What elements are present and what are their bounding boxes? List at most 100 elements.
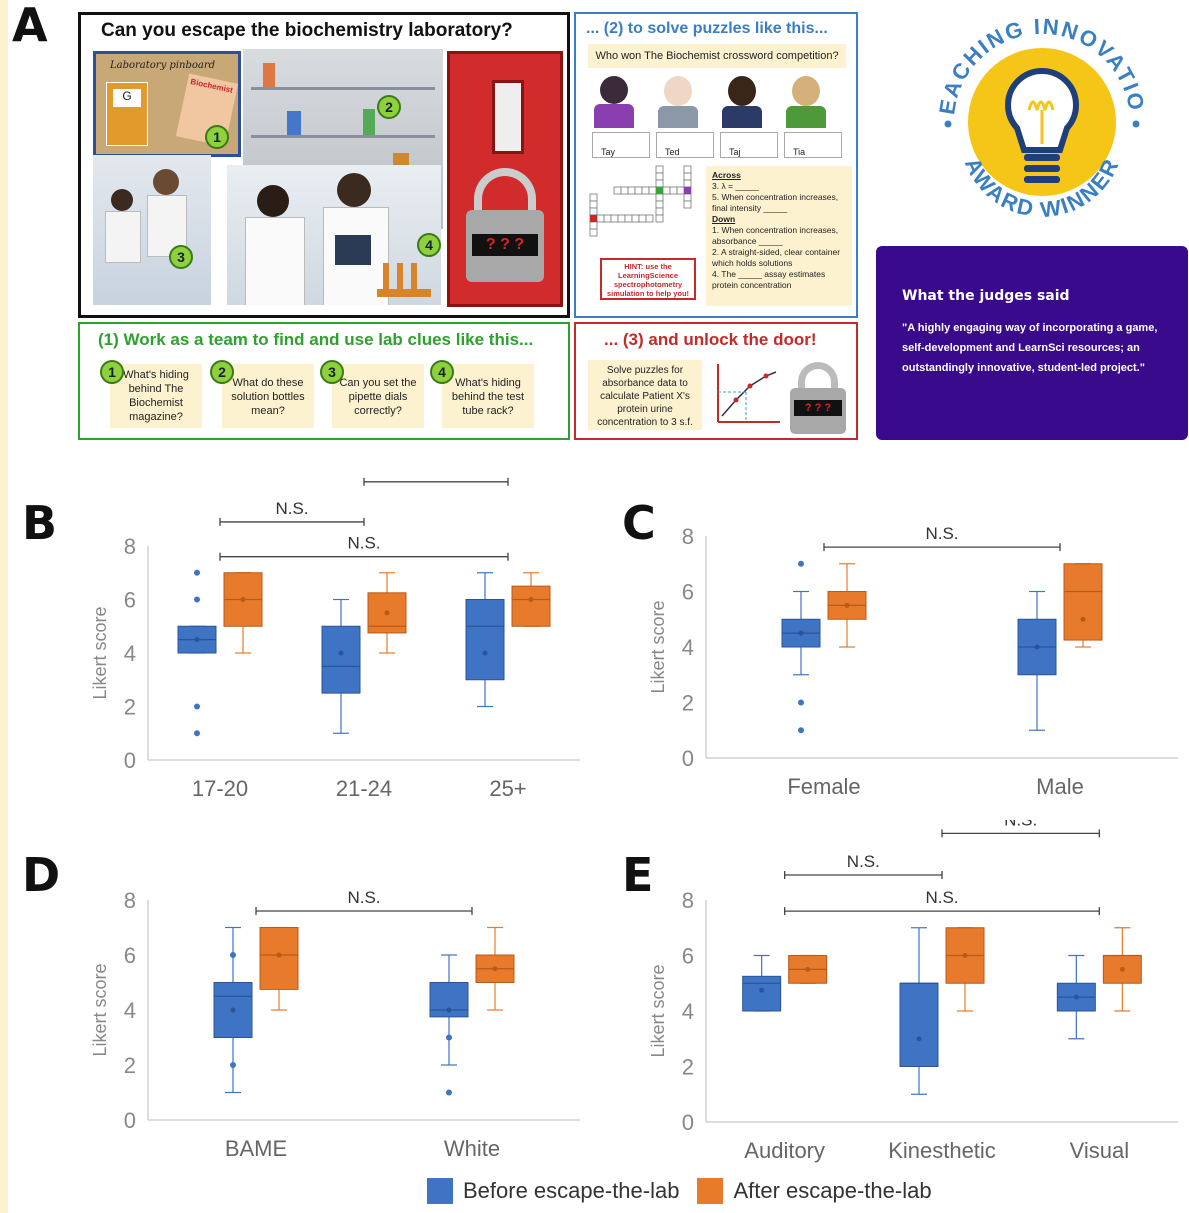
chart-age: 0 2 4 6 8 Likert score 17-20 21-24 25+ N.S. N.S. [90,477,580,801]
x-tick-label: Kinesthetic [888,1138,996,1163]
x-tick-label: Auditory [744,1138,825,1163]
lab-scene-title: Can you escape the biochemistry laborato… [101,20,513,41]
y-tick-label: 2 [124,1053,136,1078]
padlock-icon[interactable]: ? ? ? [790,388,846,434]
test-tube-rack [377,259,431,301]
pinned-card-letter: G [113,89,141,107]
clues-across-heading: Across [712,170,741,180]
crossword-clues: Across 3. λ = _____ 5. When concentratio… [706,166,852,306]
pinboard-image: Laboratory pinboard G Biochemist [93,51,241,157]
crossword-question: Who won The Biochemist crossword competi… [588,44,846,68]
panel-letter-a: A [12,0,48,52]
y-axis-label: Likert score [648,964,668,1057]
clue-card-1-number: 1 [100,360,124,384]
left-accent-strip [0,0,8,1213]
chart-gender: 0 2 4 6 8 Likert score Female Male N.S. [648,524,1178,799]
legend-before-label: Before escape-the-lab [463,1178,680,1203]
outlier-point [194,596,200,603]
y-tick-label: 4 [124,998,136,1023]
box-mean-point [1119,966,1125,972]
y-tick-label: 4 [682,635,694,660]
lab-scene-frame: Can you escape the biochemistry laborato… [78,12,570,318]
clue-card-2: What do these solution bottles mean? [222,364,314,428]
significance-label: N.S. [925,888,958,907]
clue-marker-1[interactable]: 1 [205,125,229,149]
y-tick-label: 2 [124,695,136,720]
x-tick-label: Female [787,774,860,799]
box-mean-point [798,630,804,636]
clue-across-3: 3. λ = _____ [712,181,760,191]
box-iqr [259,927,299,990]
y-tick-label: 0 [682,1110,694,1135]
significance-label: N.S. [347,534,380,553]
y-tick-label: 8 [682,524,694,549]
outlier-point [194,730,200,737]
door-lock-code[interactable]: ? ? ? [472,234,538,256]
clue-marker-3[interactable]: 3 [169,245,193,269]
y-tick-label: 6 [124,588,136,613]
y-axis-label: Likert score [90,606,110,699]
y-tick-label: 4 [682,999,694,1024]
students-pipetting-image [93,155,211,305]
clue-down-4: 4. The _____ assay estimates protein con… [712,269,826,290]
box-mean-point [240,597,246,602]
padlock-code: ? ? ? [794,400,842,416]
significance-label: N.S. [275,499,308,518]
box-iqr [742,975,782,1012]
box-mean-point [759,987,765,993]
y-tick-label: 2 [682,691,694,716]
x-tick-label: 21-24 [336,776,392,801]
name-card-taj: Taj [720,132,778,158]
legend-before-swatch [427,1178,453,1204]
outlier-point [916,1008,922,1014]
box-iqr [1063,563,1103,641]
clue-card-3-number: 3 [320,360,344,384]
chart-learning-style: 0 2 4 6 8 Likert score Auditory Kinesthetic Visu… [648,820,1178,1163]
name-card-tia: Tia [784,132,842,158]
unlock-instructions: Solve puzzles for absorbance data to cal… [588,360,702,430]
panel-letter-d: D [22,848,61,902]
y-tick-label: 6 [124,943,136,968]
box-mean-point [338,650,344,656]
box-iqr [321,625,361,694]
name-card-ted: Ted [656,132,714,158]
outlier-point [798,727,804,734]
outlier-point [338,676,344,683]
clue-card-1: What's hiding behind The Biochemist maga… [110,364,202,428]
y-tick-label: 0 [682,746,694,771]
two-scientists-image [227,165,441,305]
y-tick-label: 0 [124,1108,136,1133]
clue-marker-2[interactable]: 2 [377,95,401,119]
clue-marker-4[interactable]: 4 [417,233,441,257]
crossword-grid[interactable] [588,164,708,256]
box-mean-point [1073,994,1079,1000]
clue-card-4: What's hiding behind the test tube rack? [442,364,534,428]
y-tick-label: 8 [682,888,694,913]
box-mean-point [446,1007,452,1013]
legend-after-swatch [697,1178,724,1204]
significance-label: N.S. [347,888,380,907]
team-clues-frame: (1) Work as a team to find and use lab c… [78,322,570,440]
box-mean-point [194,637,200,643]
x-tick-label: 17-20 [192,776,248,801]
significance-label: N.S. [925,524,958,543]
legend-after-label: After escape-the-lab [733,1178,932,1203]
red-lab-door: ? ? ? [447,51,563,307]
judges-quote: "A highly engaging way of incorporating … [902,322,1158,374]
clue-card-2-number: 2 [210,360,234,384]
x-tick-label: White [444,1136,500,1161]
box-mean-point [962,953,968,958]
magazine-title: Biochemist [189,77,234,95]
chart-ethnicity: 0 2 4 6 8 Likert score BAME White N.S. [90,888,580,1161]
y-tick-label: 2 [682,1055,694,1080]
lightbulb-icon [1005,68,1079,183]
judges-title: What the judges said [902,288,1070,304]
box-mean-point [1080,616,1086,622]
y-tick-label: 0 [124,748,136,773]
outlier-point [798,560,804,567]
panel-letter-e: E [622,848,654,902]
unlock-frame: ... (3) and unlock the door! Solve puzzl… [574,322,858,440]
box-mean-point [230,1007,236,1013]
y-axis-label: Likert score [90,963,110,1056]
hint-box: HINT: use the LearningScience spectropho… [600,258,696,300]
